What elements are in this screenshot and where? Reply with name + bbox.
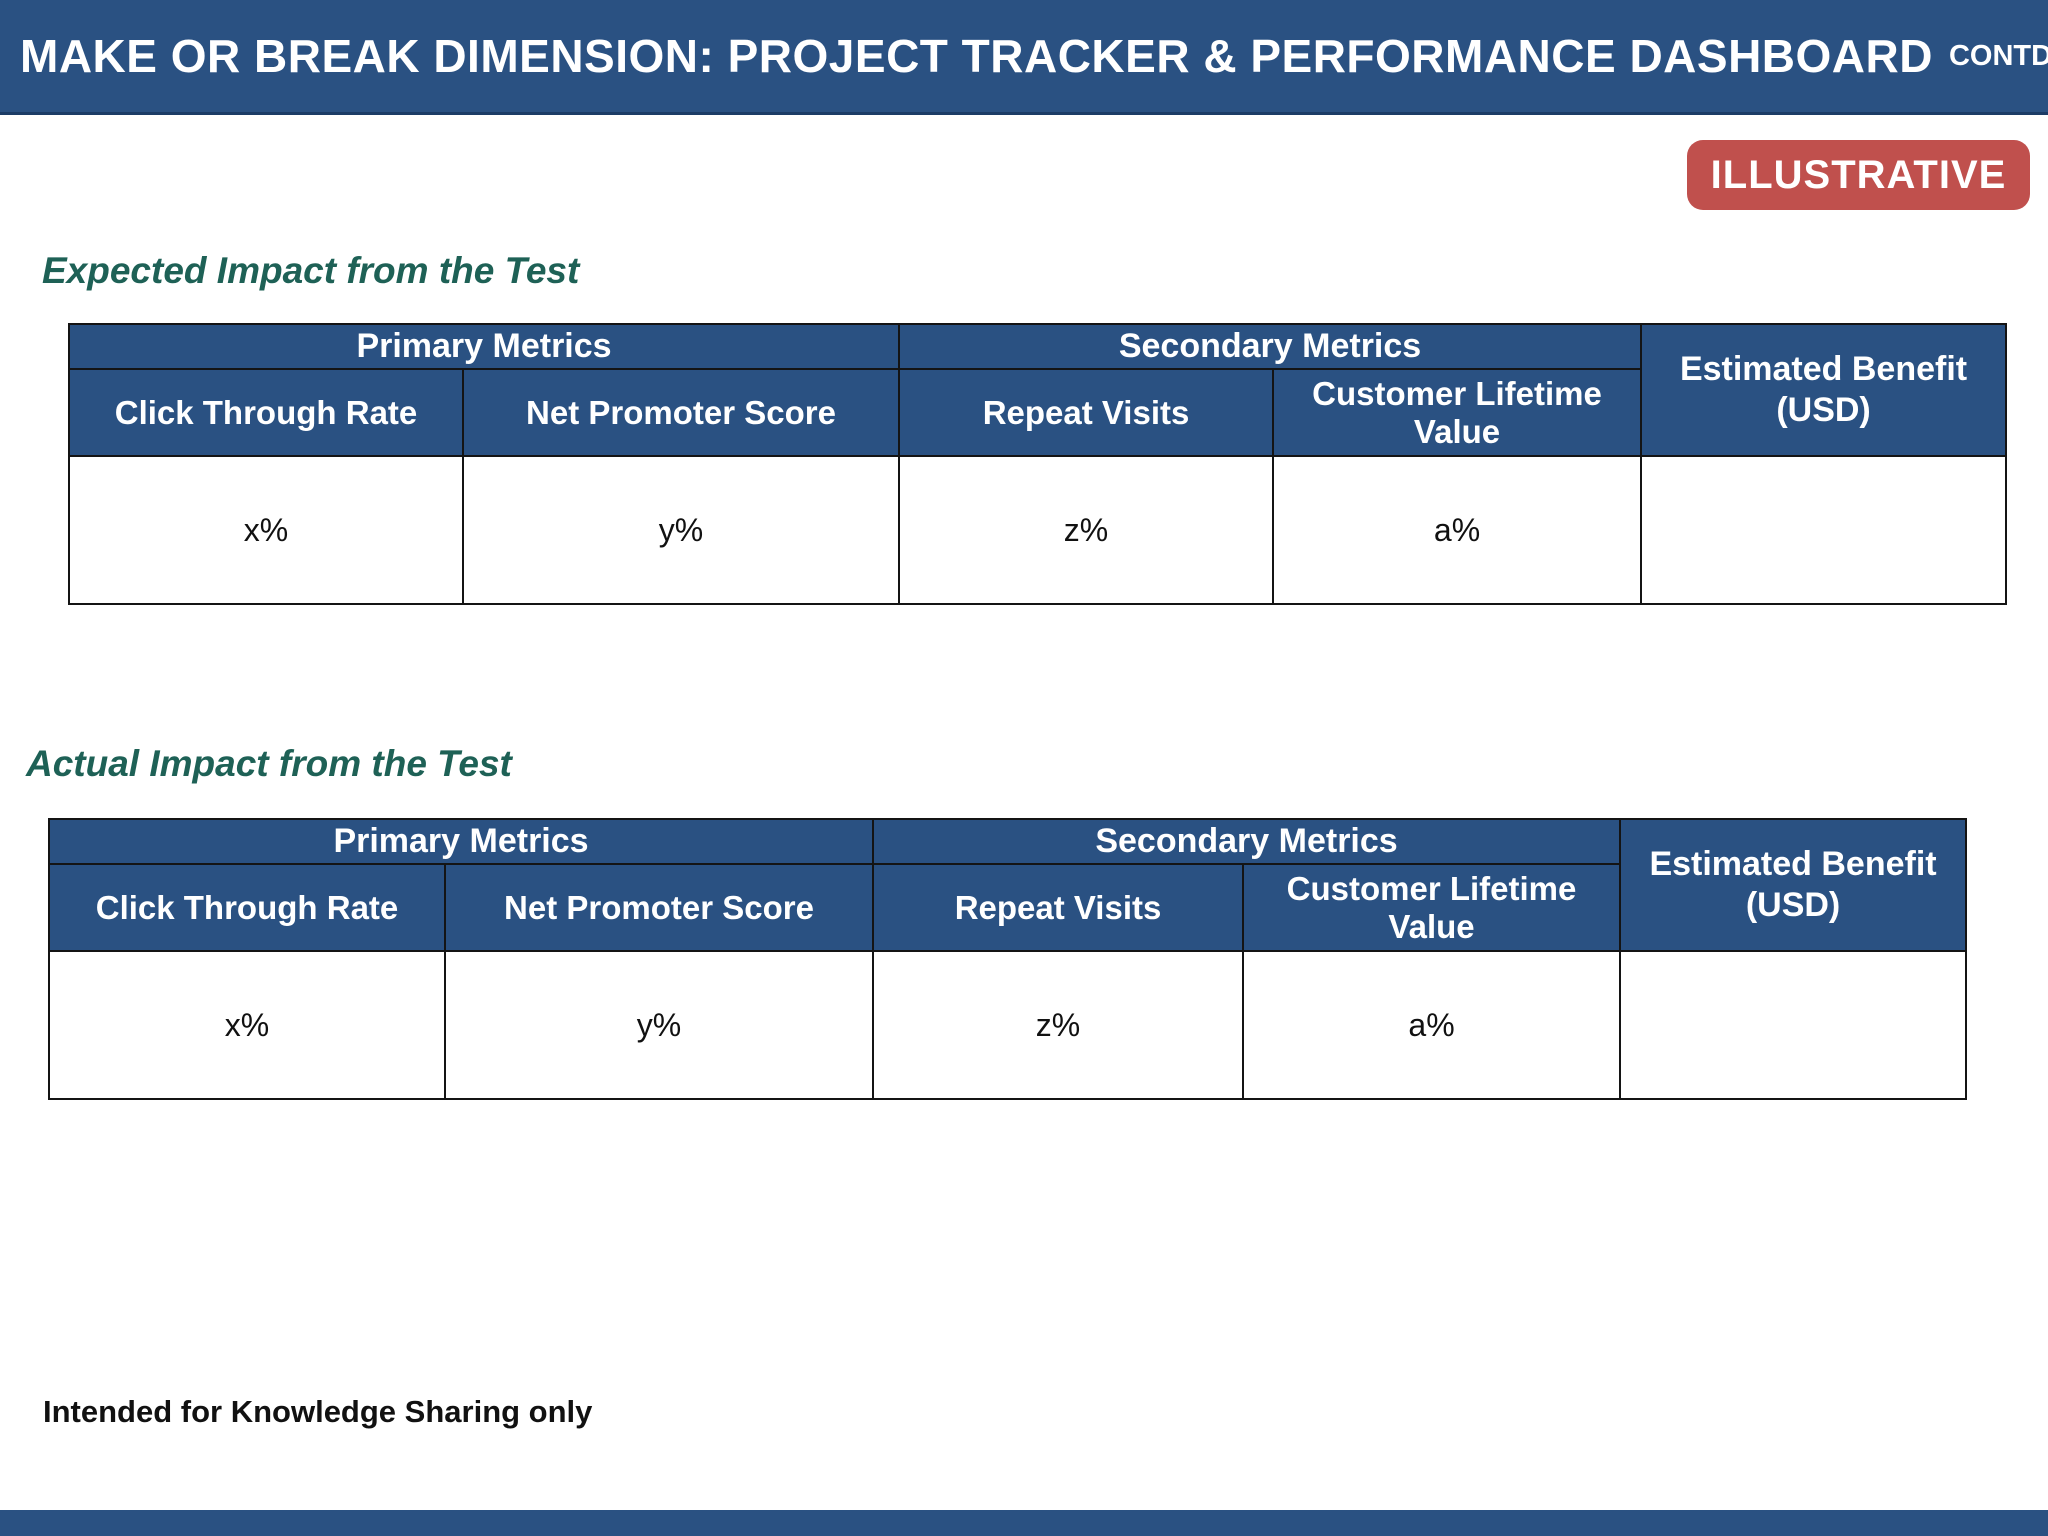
page-title-suffix: CONTD: [1948, 39, 2048, 72]
metric-value-cell: a%: [1242, 950, 1622, 1100]
estimated-benefit-line2: (USD): [1776, 391, 1871, 429]
estimated-benefit-line1: Estimated Benefit: [1679, 350, 1968, 389]
table-group-header-row: Primary Metrics Secondary Metrics Estima…: [67, 323, 2008, 457]
column-header-click-through-rate: Click Through Rate: [48, 863, 446, 952]
illustrative-badge-label: ILLUSTRATIVE: [1710, 152, 2007, 197]
metric-value-cell: z%: [872, 950, 1245, 1100]
estimated-benefit-header: Estimated Benefit (USD): [1619, 818, 1968, 952]
column-header-customer-lifetime-value: Customer Lifetime Value: [1242, 863, 1622, 952]
column-header-customer-lifetime-value: Customer Lifetime Value: [1272, 368, 1643, 457]
knowledge-sharing-note: Intended for Knowledge Sharing only: [43, 1394, 593, 1429]
column-header-net-promoter-score: Net Promoter Score: [461, 368, 901, 457]
metric-value-cell: y%: [461, 455, 901, 605]
illustrative-badge: ILLUSTRATIVE: [1687, 140, 2030, 210]
metric-value-cell: x%: [68, 455, 464, 605]
table-data-row: x% y% z% a%: [48, 950, 1968, 1100]
expected-impact-table: Primary Metrics Secondary Metrics Estima…: [67, 323, 2008, 605]
table-group-header-row: Primary Metrics Secondary Metrics Estima…: [47, 818, 1968, 952]
expected-impact-heading: Expected Impact from the Test: [42, 250, 580, 291]
page-title: MAKE OR BREAK DIMENSION: PROJECT TRACKER…: [20, 30, 1933, 82]
bottom-accent-bar: [0, 1510, 2048, 1536]
primary-metrics-header: Primary Metrics: [67, 323, 901, 370]
table-data-row: x% y% z% a%: [68, 455, 2008, 605]
estimated-benefit-line2: (USD): [1745, 886, 1841, 924]
estimated-benefit-value-cell: [1640, 455, 2008, 605]
table-column-header-row: Click Through Rate Net Promoter Score Re…: [48, 863, 1966, 952]
title-bar: MAKE OR BREAK DIMENSION: PROJECT TRACKER…: [0, 0, 2048, 115]
actual-impact-table: Primary Metrics Secondary Metrics Estima…: [47, 818, 1968, 1100]
primary-metrics-header: Primary Metrics: [47, 818, 875, 865]
secondary-metrics-header: Secondary Metrics: [898, 323, 1643, 370]
column-header-net-promoter-score: Net Promoter Score: [443, 863, 875, 952]
estimated-benefit-header: Estimated Benefit (USD): [1640, 323, 2008, 457]
column-header-repeat-visits: Repeat Visits: [898, 368, 1275, 457]
column-header-repeat-visits: Repeat Visits: [872, 863, 1245, 952]
metric-value-cell: y%: [443, 950, 875, 1100]
metric-value-cell: z%: [898, 455, 1275, 605]
actual-impact-heading: Actual Impact from the Test: [26, 743, 512, 784]
metric-value-cell: x%: [48, 950, 446, 1100]
estimated-benefit-value-cell: [1619, 950, 1968, 1100]
secondary-metrics-header: Secondary Metrics: [872, 818, 1622, 865]
estimated-benefit-line1: Estimated Benefit: [1649, 845, 1937, 884]
column-header-click-through-rate: Click Through Rate: [68, 368, 464, 457]
metric-value-cell: a%: [1272, 455, 1643, 605]
table-column-header-row: Click Through Rate Net Promoter Score Re…: [68, 368, 2006, 457]
